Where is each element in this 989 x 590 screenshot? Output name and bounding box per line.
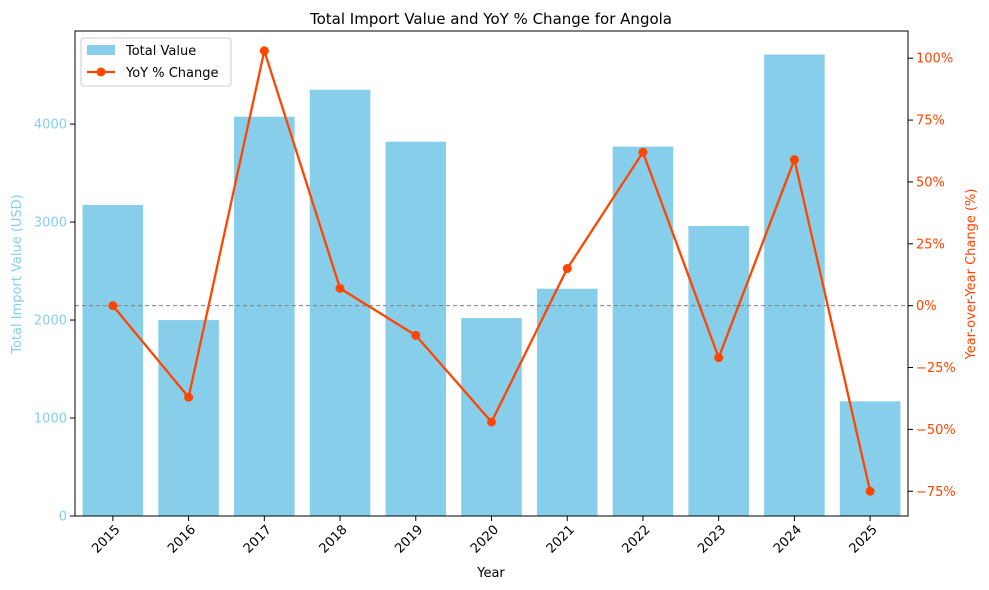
bar-2024 (764, 54, 825, 517)
x-tick-label-2018: 2018 (317, 523, 351, 557)
bar-2021 (536, 288, 598, 516)
y-right-tick-label-25: 25% (916, 237, 945, 252)
yoy-point-2016 (184, 392, 194, 402)
y-right-tick-label--75: −75% (916, 485, 956, 500)
yoy-point-2020 (487, 417, 496, 427)
bar-2020 (461, 318, 522, 516)
y-left-tick-label-0: 0 (59, 510, 67, 525)
x-tick-label-2016: 2016 (165, 523, 199, 557)
bar-2025 (839, 401, 901, 516)
legend-swatch-marker (96, 67, 106, 77)
bar-2019 (385, 141, 447, 517)
x-tick-label-2019: 2019 (392, 523, 426, 557)
yoy-point-2023 (714, 353, 724, 363)
legend-box (80, 37, 232, 87)
yoy-point-2018 (335, 283, 345, 293)
chart-title: Total Import Value and YoY % Change for … (309, 10, 672, 28)
bar-2015 (82, 204, 144, 517)
y-right-tick-label-50: 50% (916, 175, 945, 190)
yoy-point-2021 (562, 264, 572, 274)
bar-2018 (309, 89, 371, 517)
y-left-tick-label-2000: 2000 (34, 314, 67, 329)
bar-2016 (158, 320, 219, 516)
legend-swatch-bar (87, 45, 115, 55)
x-tick-label-2023: 2023 (695, 523, 729, 557)
y-right-tick-label--25: −25% (916, 361, 956, 376)
yoy-point-2017 (259, 46, 269, 56)
y-left-tick-label-3000: 3000 (34, 216, 67, 231)
x-tick-label-2015: 2015 (89, 523, 123, 557)
y-right-tick-label--50: −50% (916, 423, 956, 438)
legend-label-bar: Total Value (125, 44, 196, 59)
bar-2017 (234, 116, 295, 516)
x-axis-label: Year (476, 566, 505, 581)
yoy-point-2019 (411, 330, 421, 340)
x-tick-label-2020: 2020 (468, 523, 502, 557)
yoy-point-2025 (865, 486, 875, 496)
x-tick-label-2021: 2021 (544, 523, 578, 557)
yoy-point-2024 (789, 155, 799, 165)
y-axis-label-left: Total Import Value (USD) (10, 194, 25, 355)
x-tick-label-2025: 2025 (847, 523, 881, 557)
yoy-point-2022 (638, 147, 648, 157)
y-axis-label-right: Year-over-Year Change (%) (964, 189, 979, 361)
bar-2023 (688, 225, 749, 516)
x-tick-label-2017: 2017 (241, 523, 275, 557)
y-left-tick-label-4000: 4000 (34, 118, 67, 133)
legend: Total Value YoY % Change (80, 37, 232, 87)
y-right-tick-label-0: 0% (916, 299, 937, 314)
plot-area: 2015 2016 2017 2018 2019 2020 2021 2022 2023 2024… (34, 30, 956, 557)
x-tick-label-2024: 2024 (771, 523, 805, 557)
bar-2022 (612, 146, 674, 517)
y-right-tick-label-100: 100% (916, 52, 953, 67)
y-left-tick-label-1000: 1000 (34, 412, 67, 427)
yoy-point-2015 (108, 301, 118, 311)
legend-label-line: YoY % Change (125, 66, 219, 81)
x-tick-label-2022: 2022 (619, 523, 653, 557)
y-right-tick-label-75: 75% (916, 114, 945, 129)
